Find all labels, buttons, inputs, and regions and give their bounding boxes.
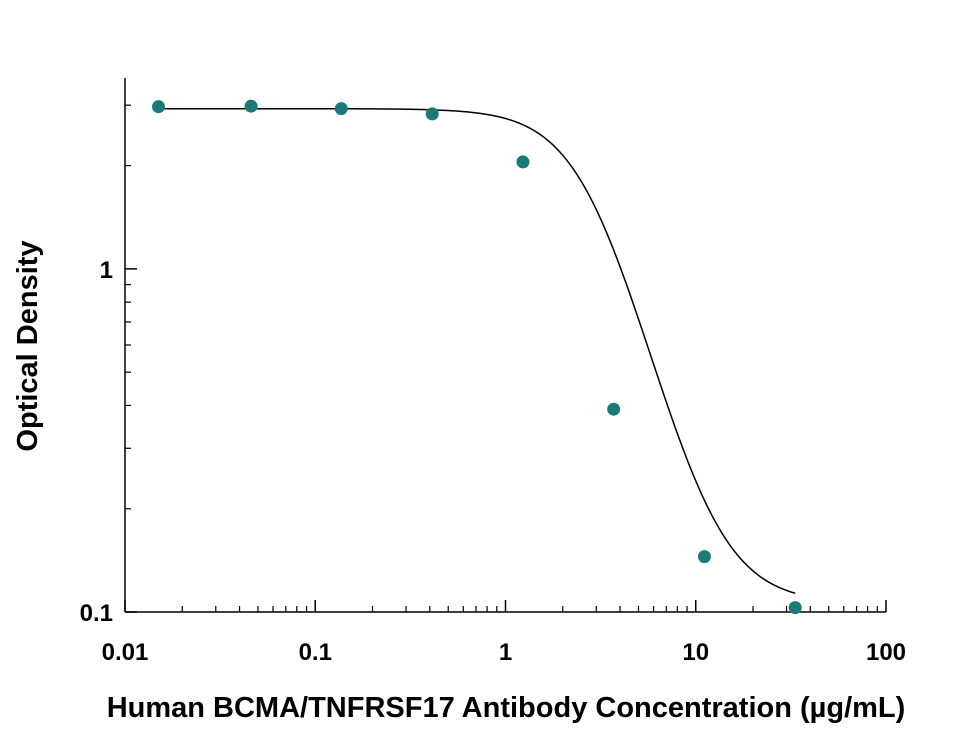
y-tick-labels: 0.11 (80, 257, 113, 627)
x-tick-label: 10 (682, 639, 709, 666)
y-tick-label: 0.1 (80, 600, 113, 627)
data-point (788, 601, 802, 615)
data-point (244, 99, 258, 113)
data-point (425, 107, 439, 121)
y-major-ticks (125, 268, 137, 613)
x-tick-label: 0.01 (102, 639, 149, 666)
data-point (516, 155, 530, 169)
plot-area: 0.01 0.1 1 10 100 0.11 (80, 78, 906, 666)
data-point (697, 550, 711, 564)
fit-curve (158, 107, 796, 594)
x-tick-label: 0.1 (299, 639, 332, 666)
x-tick-label: 100 (866, 639, 906, 666)
x-minor-ticks (181, 606, 878, 612)
y-minor-ticks (125, 104, 131, 510)
y-axis-title: Optical Density (12, 240, 44, 451)
data-point (334, 102, 348, 116)
x-tick-label: 1 (499, 639, 512, 666)
data-points (152, 99, 802, 615)
x-axis-title: Human BCMA/TNFRSF17 Antibody Concentrati… (107, 692, 906, 724)
y-tick-label: 1 (100, 257, 113, 284)
data-point (152, 100, 166, 114)
x-tick-labels: 0.01 0.1 1 10 100 (102, 639, 906, 666)
x-major-ticks (124, 600, 887, 612)
data-point (607, 402, 621, 416)
